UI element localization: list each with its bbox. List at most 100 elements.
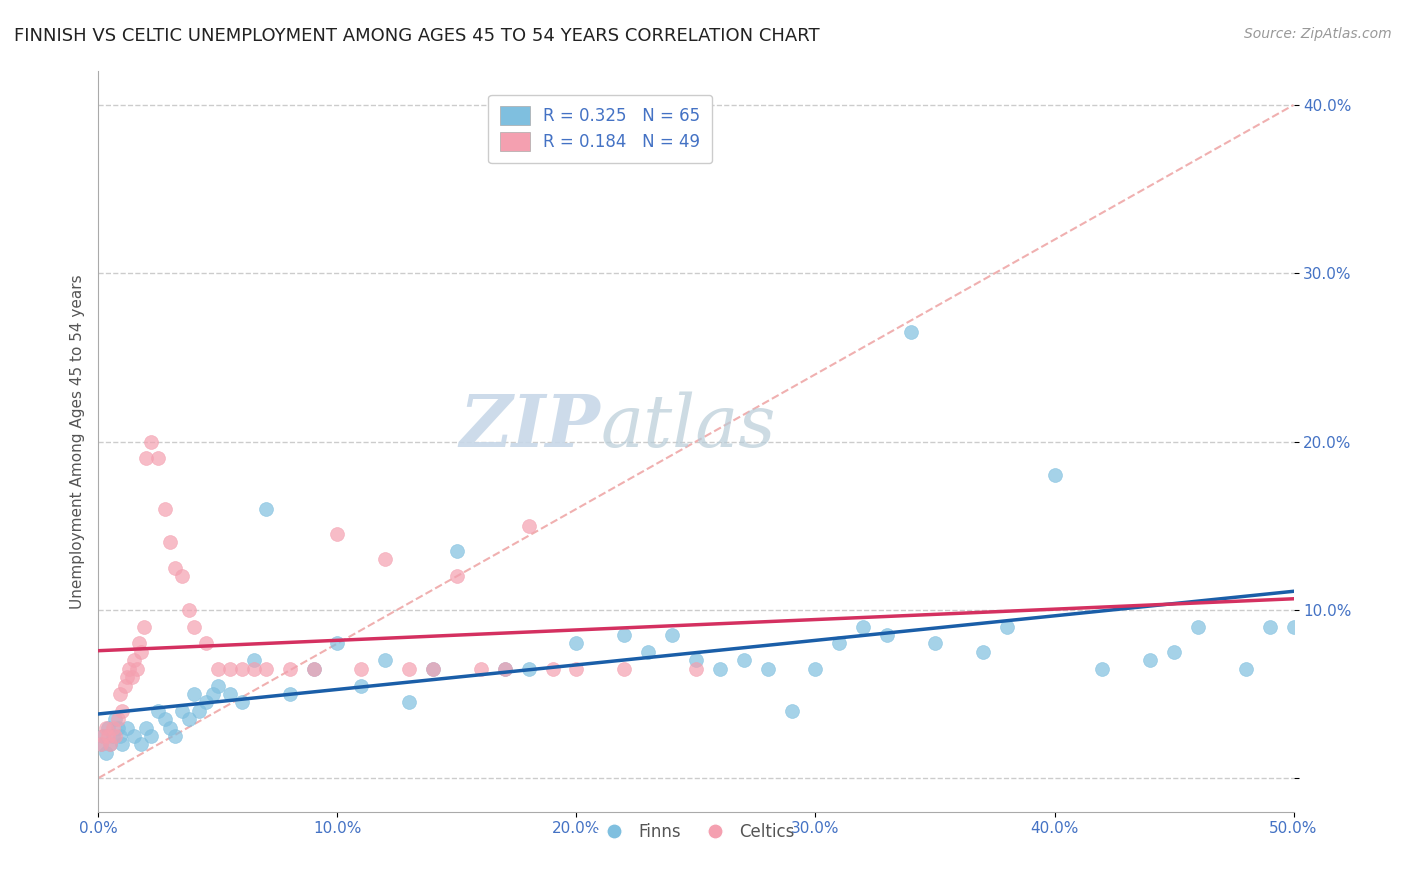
Point (139, 729, 162, 743)
Point (124, 653, 146, 667)
Point (108, 729, 131, 743)
Point (1139, 653, 1161, 667)
Point (98, 738, 122, 752)
Point (121, 670, 143, 684)
Point (128, 636, 150, 650)
Point (207, 679, 229, 693)
Point (613, 628, 636, 642)
Point (104, 729, 127, 743)
Point (1258, 619, 1281, 633)
Point (104, 712, 127, 726)
Point (374, 552, 396, 566)
Point (685, 653, 707, 667)
Point (398, 662, 420, 676)
Point (924, 636, 946, 650)
Y-axis label: Unemployment Among Ages 45 to 54 years: Unemployment Among Ages 45 to 54 years (69, 274, 84, 609)
Point (1234, 662, 1257, 676)
Point (155, 712, 177, 726)
Point (517, 518, 540, 533)
Point (302, 662, 325, 676)
Point (278, 662, 301, 676)
Point (541, 662, 564, 676)
Point (517, 662, 540, 676)
Point (243, 662, 266, 676)
Point (90, 738, 112, 752)
Point (494, 662, 516, 676)
Point (398, 695, 420, 709)
Point (91, 729, 114, 743)
Point (101, 729, 124, 743)
Point (131, 645, 153, 659)
Point (637, 645, 659, 659)
Point (900, 325, 922, 339)
Point (446, 544, 468, 558)
Point (131, 738, 153, 752)
Point (219, 687, 242, 701)
Point (132, 619, 155, 633)
Point (195, 695, 218, 709)
Point (124, 729, 146, 743)
Point (172, 569, 194, 583)
Point (97, 729, 120, 743)
Point (114, 679, 136, 693)
Point (202, 687, 225, 701)
Point (115, 721, 138, 735)
Point (685, 662, 707, 676)
Text: Source: ZipAtlas.com: Source: ZipAtlas.com (1244, 27, 1392, 41)
Point (1163, 645, 1185, 659)
Point (254, 662, 277, 676)
Point (125, 662, 148, 676)
Point (972, 645, 994, 659)
Point (195, 636, 218, 650)
Point (159, 721, 181, 735)
Point (98, 738, 122, 752)
Point (780, 704, 803, 718)
Point (148, 451, 170, 466)
Point (139, 434, 162, 449)
Point (163, 560, 186, 574)
Point (709, 662, 731, 676)
Point (135, 451, 157, 466)
Point (350, 679, 373, 693)
Point (163, 729, 186, 743)
Point (1091, 662, 1114, 676)
Point (111, 704, 134, 718)
Point (94, 721, 117, 735)
Point (422, 662, 444, 676)
Text: FINNISH VS CELTIC UNEMPLOYMENT AMONG AGES 45 TO 54 YEARS CORRELATION CHART: FINNISH VS CELTIC UNEMPLOYMENT AMONG AGE… (14, 27, 820, 45)
Point (1187, 619, 1209, 633)
Point (94, 746, 117, 760)
Point (494, 662, 516, 676)
Point (107, 712, 129, 726)
Point (326, 636, 349, 650)
Point (111, 738, 134, 752)
Point (756, 662, 779, 676)
Point (107, 721, 129, 735)
Point (1282, 619, 1305, 633)
Point (326, 527, 349, 541)
Point (179, 603, 201, 617)
Point (876, 628, 898, 642)
Text: ZIP: ZIP (460, 392, 600, 462)
Point (852, 619, 875, 633)
Point (90, 738, 112, 752)
Point (172, 704, 194, 718)
Point (422, 662, 444, 676)
Point (115, 670, 138, 684)
Point (219, 662, 242, 676)
Point (374, 653, 396, 667)
Point (118, 662, 141, 676)
Point (278, 687, 301, 701)
Point (135, 721, 157, 735)
Point (995, 619, 1018, 633)
Point (207, 662, 229, 676)
Point (91, 729, 114, 743)
Point (446, 569, 468, 583)
Point (804, 662, 827, 676)
Point (254, 501, 277, 516)
Point (613, 662, 636, 676)
Point (97, 721, 120, 735)
Point (243, 653, 266, 667)
Point (183, 687, 205, 701)
Point (108, 687, 131, 701)
